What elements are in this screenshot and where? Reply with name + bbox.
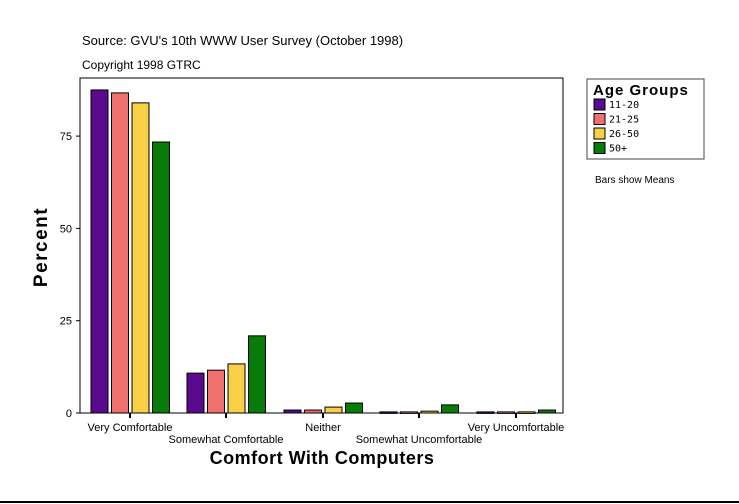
bar-26-50-2 (324, 406, 343, 414)
y-axis-label: Percent (31, 207, 52, 287)
source-text: Source: GVU's 10th WWW User Survey (Octo… (82, 33, 403, 48)
legend-swatch-50+ (593, 142, 606, 154)
x-tick-label: Somewhat Comfortable (169, 434, 284, 446)
legend-label: 11-20 (609, 100, 639, 111)
x-tick-label: Neither (305, 422, 341, 434)
y-tick-label: 0 (66, 408, 72, 420)
x-tick-label: Somewhat Uncomfortable (356, 434, 483, 446)
legend-label: 50+ (609, 144, 627, 155)
bar-50+-3 (441, 404, 459, 414)
bar-50+-2 (345, 402, 363, 414)
bar-11-20-3 (379, 411, 398, 414)
bar-26-50-4 (517, 411, 536, 414)
bar-21-25-1 (207, 369, 225, 414)
note-text: Bars show Means (595, 175, 674, 186)
copyright-text: Copyright 1998 GTRC (82, 58, 201, 72)
legend-swatch-26-50 (593, 127, 606, 140)
bar-21-25-3 (400, 411, 418, 414)
bar-11-20-2 (283, 409, 302, 414)
legend-label: 21-25 (609, 115, 639, 126)
bar-21-25-2 (304, 409, 322, 414)
x-axis-label: Comfort With Computers (210, 448, 435, 468)
x-tick-label: Very Uncomfortable (468, 422, 565, 434)
legend-swatch-21-25 (593, 113, 606, 125)
y-tick-label: 50 (60, 223, 72, 235)
bar-26-50-0 (131, 102, 150, 414)
bar-26-50-3 (420, 410, 439, 414)
legend: Age Groups 11-20 21-25 26-50 50+ (586, 78, 705, 160)
legend-title: Age Groups (593, 82, 689, 99)
bar-11-20-1 (186, 372, 205, 414)
bar-50+-1 (248, 335, 266, 414)
y-tick-label: 25 (60, 316, 72, 328)
bar-21-25-0 (111, 92, 129, 414)
bar-50+-0 (152, 141, 170, 414)
bar-26-50-1 (227, 363, 246, 414)
legend-label: 26-50 (609, 129, 639, 140)
bar-11-20-4 (476, 411, 495, 414)
legend-frame (586, 78, 705, 160)
legend-swatch-11-20 (593, 98, 606, 111)
bar-50+-4 (538, 409, 556, 414)
bar-11-20-0 (90, 89, 109, 414)
y-tick-label: 75 (60, 131, 72, 143)
bar-21-25-4 (497, 411, 515, 414)
x-tick-label: Very Comfortable (88, 422, 173, 434)
